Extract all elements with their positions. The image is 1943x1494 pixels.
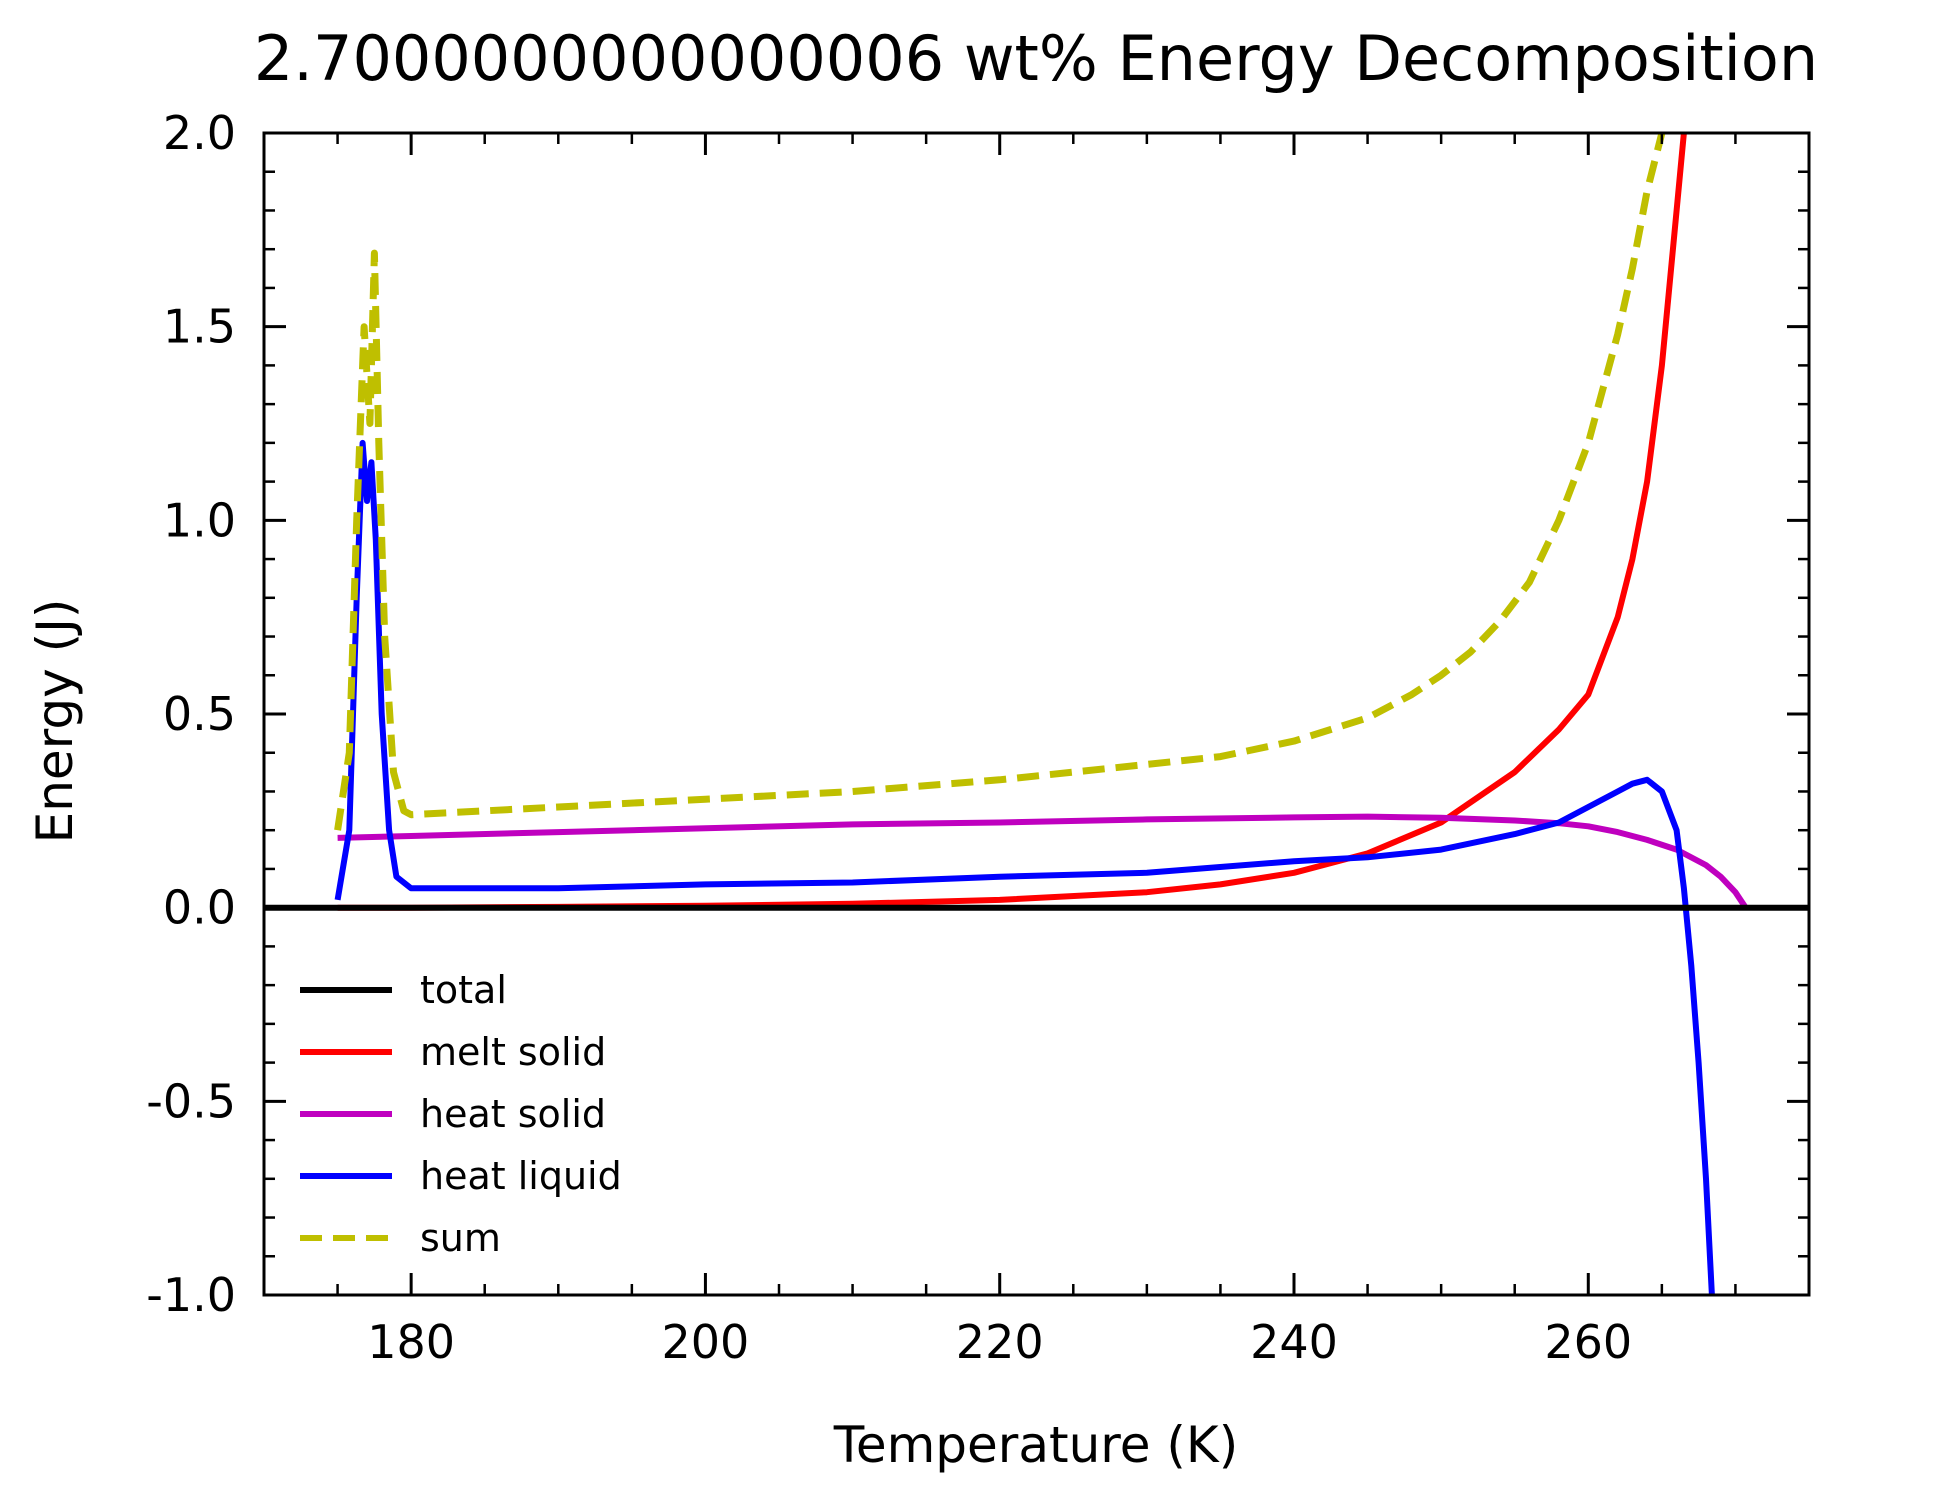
series-line-sum [334,133,1666,831]
y-tick-label: 0.0 [163,881,236,935]
x-tick-label: 260 [1544,1315,1632,1369]
x-tick-label: 240 [1250,1315,1338,1369]
series-line-melt-solid [337,133,1687,911]
x-tick-label: 220 [956,1315,1044,1369]
legend-label-heat-liquid: heat liquid [420,1154,622,1198]
y-tick-label: 1.0 [163,493,236,547]
legend-label-heat-solid: heat solid [420,1092,606,1136]
legend-label-melt-solid: melt solid [420,1030,606,1074]
series-line-heat-liquid [334,439,1715,1295]
y-tick-label: 2.0 [163,106,236,160]
y-tick-label: -1.0 [146,1268,236,1322]
x-tick-label: 200 [662,1315,750,1369]
y-tick-label: -0.5 [146,1074,236,1128]
chart-title: 2.7000000000000006 wt% Energy Decomposit… [254,22,1818,95]
legend-label-total: total [420,968,507,1012]
series-line-heat-solid [337,813,1749,910]
y-axis-label: Energy (J) [26,599,84,844]
plot-frame [262,131,1811,1297]
series-layer [264,133,1809,1295]
x-tick-label: 180 [367,1315,455,1369]
y-tick-label: 0.5 [163,687,236,741]
legend: total melt solid heat solid heat liquid sum [300,968,622,1260]
y-tick-label: 1.5 [163,300,236,354]
legend-label-sum: sum [420,1216,501,1260]
ticks-layer: 180 200 220 240 260 -1.0 -0.5 0.0 0.5 1.0 1.5 2.0 [146,106,1811,1369]
x-axis-label: Temperature (K) [833,1416,1238,1474]
